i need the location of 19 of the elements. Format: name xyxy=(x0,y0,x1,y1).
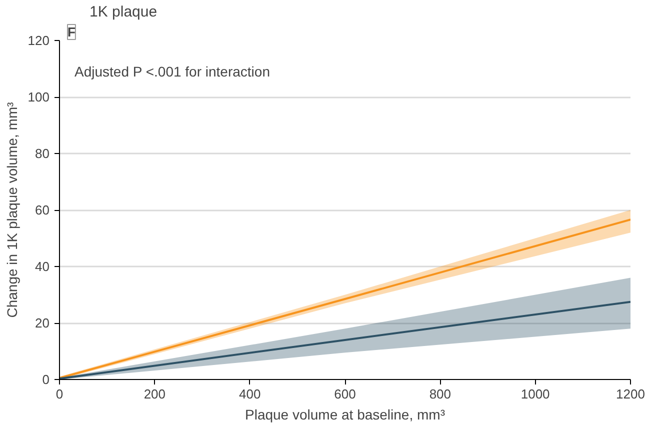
y-axis-title: Change in 1K plaque volume, mm³ xyxy=(4,102,20,318)
annotation: Adjusted P <.001 for interaction xyxy=(74,64,270,80)
y-tick-label: 100 xyxy=(28,90,50,104)
x-tick-label: 0 xyxy=(56,386,64,402)
y-tick-label: 0 xyxy=(42,372,50,387)
y-tick-label: 80 xyxy=(35,146,50,161)
y-tick-label: 20 xyxy=(35,316,50,330)
x-axis-title: Plaque volume at baseline, mm³ xyxy=(245,406,446,422)
x-tick-label: 1000 xyxy=(520,386,550,402)
x-tick-label: 200 xyxy=(144,386,166,402)
y-tick-label: 40 xyxy=(35,259,50,274)
x-tick-label: 400 xyxy=(238,386,261,402)
text: F xyxy=(68,24,76,40)
x-tick-label: 1200 xyxy=(616,386,645,402)
y-tick-label: 120 xyxy=(28,33,50,48)
x-tick-label: 600 xyxy=(334,386,356,402)
chart-title: 1K plaque xyxy=(90,4,158,20)
y-tick-label: 60 xyxy=(35,202,50,218)
x-tick-label: 800 xyxy=(429,386,452,402)
